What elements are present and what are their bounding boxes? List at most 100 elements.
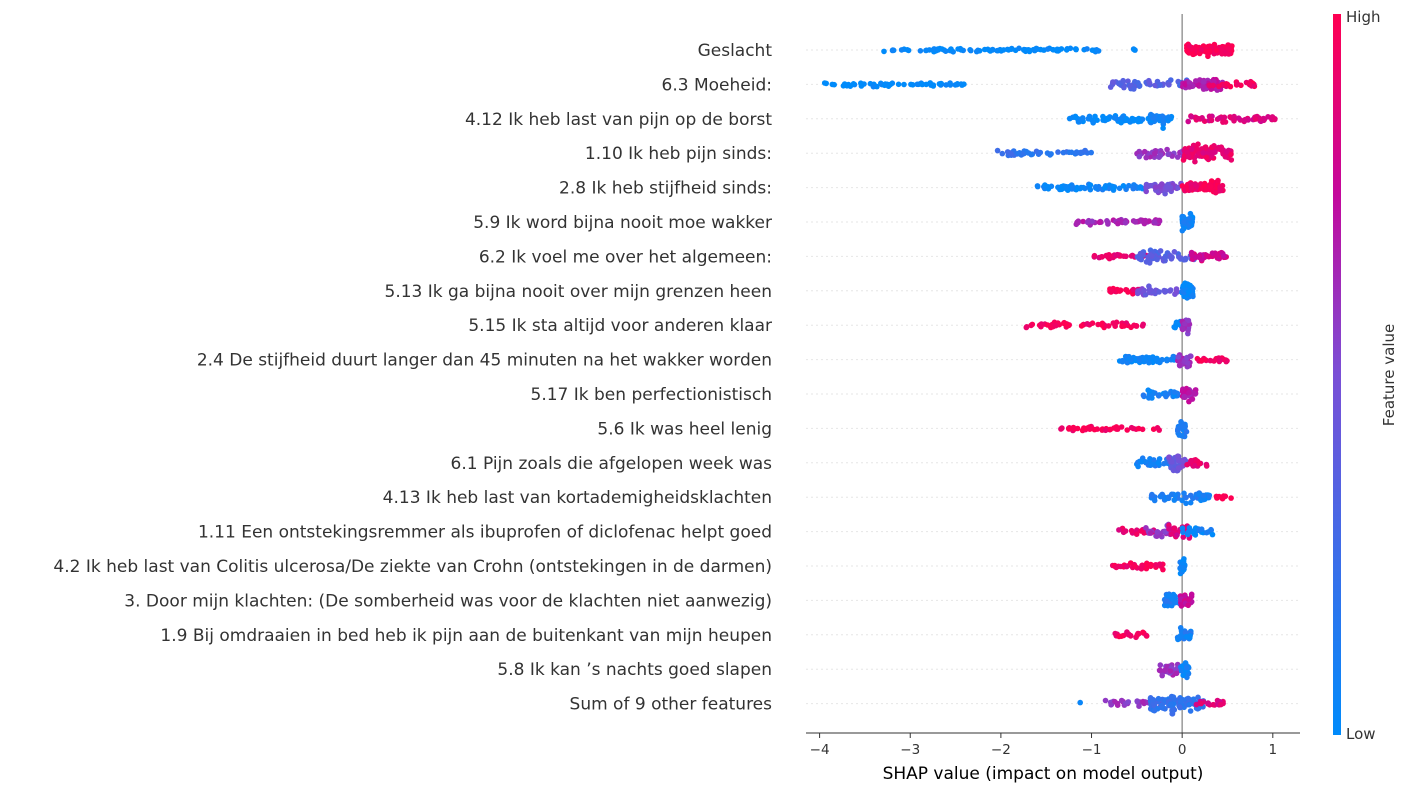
shap-dot (1143, 525, 1149, 531)
shap-dot (973, 48, 980, 55)
shap-dot (1220, 119, 1226, 125)
shap-dot (1185, 317, 1192, 324)
shap-dot (1159, 356, 1165, 363)
shap-dot (1060, 149, 1067, 156)
shap-dot (1128, 527, 1135, 534)
shap-dot (919, 81, 925, 88)
shap-dot (858, 83, 865, 89)
shap-dot (1162, 598, 1169, 604)
shap-dot (1146, 80, 1153, 86)
shap-dot (1175, 465, 1182, 471)
shap-dot (1148, 561, 1154, 568)
shap-dot (1166, 81, 1172, 88)
shap-dot (1209, 150, 1215, 156)
shap-dot (1203, 529, 1210, 536)
shap-dot (1151, 219, 1158, 225)
shap-dot (1177, 697, 1184, 704)
shap-dot (1157, 667, 1163, 674)
shap-dot (1151, 150, 1158, 157)
shap-dot (942, 48, 949, 54)
shap-dot (1126, 355, 1132, 362)
shap-dot (1157, 152, 1164, 159)
shap-dot (1188, 146, 1195, 152)
shap-dot (1181, 218, 1187, 225)
feature-label: 5.13 Ik ga bijna nooit over mijn grenzen… (385, 282, 773, 302)
shap-dot (1102, 427, 1109, 434)
shap-dot (1122, 528, 1129, 534)
shap-dot (1234, 81, 1241, 87)
shap-dot (1187, 708, 1194, 714)
shap-dot (1217, 357, 1223, 364)
shap-dot (1174, 154, 1181, 160)
shap-dot (1023, 324, 1030, 331)
shap-dot (1146, 388, 1153, 395)
x-tick-label: −3 (900, 742, 920, 758)
shap-dot (870, 83, 877, 90)
shap-dot (1198, 357, 1204, 364)
colorbar: High Low Feature value (1333, 8, 1398, 743)
shap-dot (1073, 46, 1079, 53)
shap-dot (1142, 459, 1149, 465)
shap-dot (1147, 287, 1154, 293)
colorbar-high-label: High (1346, 8, 1380, 26)
shap-dot (1179, 525, 1186, 531)
shap-dot (1059, 425, 1065, 431)
shap-dot (1138, 528, 1144, 534)
shap-dot (1019, 151, 1026, 157)
shap-dot (1184, 47, 1190, 54)
shap-dot (1068, 149, 1075, 156)
shap-dot (1187, 282, 1193, 289)
shap-dot (1084, 46, 1090, 52)
shap-dot (1113, 426, 1120, 432)
shap-dot (1184, 149, 1190, 155)
shap-dot (1123, 116, 1130, 122)
shap-dot (1179, 227, 1186, 234)
shap-dot (1135, 80, 1141, 86)
shap-dot (1118, 697, 1125, 704)
shap-dot (1159, 672, 1165, 679)
shap-dot (1178, 419, 1184, 425)
shap-dot (1008, 46, 1015, 52)
shap-dot (947, 82, 954, 88)
shap-dot (1180, 564, 1187, 571)
feature-label: 4.13 Ik heb last van kortademigheidsklac… (383, 488, 772, 508)
shap-dot (1167, 287, 1174, 293)
shap-dot (1127, 560, 1134, 566)
shap-dot (1156, 116, 1163, 122)
shap-dot (1133, 531, 1140, 537)
shap-dot (1215, 177, 1221, 184)
shap-dot (1016, 45, 1022, 52)
shap-dot (1186, 215, 1193, 222)
shap-dot (1109, 288, 1115, 294)
shap-dot (1166, 454, 1172, 461)
shap-dot (1053, 322, 1059, 329)
shap-dot (1074, 184, 1080, 191)
shap-dot (1158, 702, 1164, 709)
shap-dot (1180, 283, 1186, 289)
shap-dot (1200, 492, 1207, 499)
shap-dot (1192, 181, 1198, 188)
shap-dot (1246, 81, 1253, 88)
shap-dot (1069, 184, 1076, 190)
feature-label: 2.4 De stijfheid duurt langer dan 45 min… (197, 351, 772, 371)
shap-dot (1093, 47, 1100, 53)
shap-dot (1157, 183, 1163, 189)
shap-dot (1082, 147, 1088, 154)
shap-dot (1198, 46, 1205, 53)
shap-dot (1184, 461, 1190, 468)
shap-dot (1125, 289, 1131, 295)
shap-dot (1131, 86, 1137, 92)
shap-dot (1140, 392, 1147, 399)
shap-dot (1134, 527, 1140, 533)
shap-dot (1147, 252, 1154, 258)
shap-dot (1179, 457, 1186, 464)
feature-label: 5.8 Ik kan ’s nachts goed slapen (497, 660, 772, 680)
feature-label: 4.12 Ik heb last van pijn op de borst (465, 110, 772, 130)
shap-dot (1185, 602, 1191, 609)
shap-dot (1026, 47, 1032, 53)
shap-dot (1084, 219, 1091, 226)
shap-dot (1150, 696, 1156, 703)
shap-dot (1044, 46, 1051, 52)
feature-label: 2.8 Ik heb stijfheid sinds: (559, 179, 772, 199)
shap-dot (1034, 183, 1041, 190)
